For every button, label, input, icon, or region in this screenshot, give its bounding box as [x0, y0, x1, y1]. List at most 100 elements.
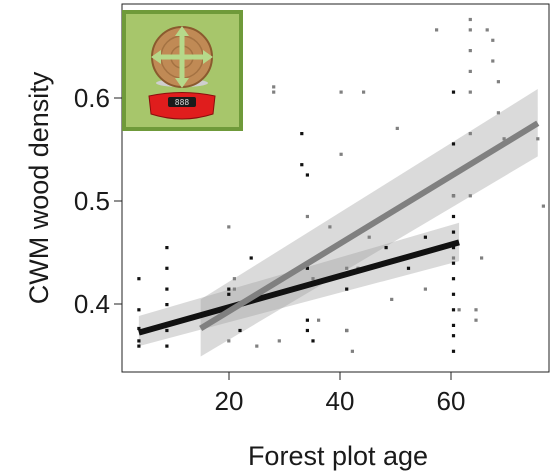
plot-border	[121, 3, 550, 373]
data-point	[474, 308, 478, 312]
data-point	[502, 137, 506, 141]
data-point	[350, 349, 354, 353]
y-axis-title: CWM wood density	[24, 71, 54, 304]
data-point	[480, 256, 484, 260]
data-point	[496, 111, 500, 115]
data-point	[232, 277, 236, 281]
data-points	[137, 17, 545, 353]
data-point	[227, 287, 231, 291]
data-point	[468, 194, 472, 198]
data-point	[345, 287, 349, 291]
data-point	[137, 277, 141, 281]
data-point	[468, 69, 472, 73]
y-tick-label: 0.4	[74, 289, 110, 319]
data-point	[165, 246, 169, 250]
data-point	[165, 266, 169, 270]
data-point	[317, 318, 321, 322]
data-point	[345, 266, 349, 270]
x-tick-label: 60	[437, 386, 466, 416]
data-point	[165, 303, 169, 307]
data-point	[345, 328, 349, 333]
data-point	[311, 339, 315, 343]
data-point	[395, 126, 399, 130]
data-point	[468, 132, 472, 136]
svg-text:888: 888	[175, 98, 190, 107]
data-point	[451, 90, 456, 94]
data-point	[451, 256, 456, 260]
y-axis: 0.4 0.5 0.6 CWM wood density	[24, 71, 122, 319]
data-point	[451, 194, 456, 198]
data-point	[451, 292, 456, 296]
scale-weighing-wood-icon: 888	[122, 10, 243, 131]
data-point	[362, 90, 366, 94]
x-axis: 20 40 60 Forest plot age	[215, 372, 466, 471]
data-point	[468, 28, 472, 32]
data-point	[423, 235, 427, 239]
data-point	[451, 261, 456, 265]
data-point	[328, 225, 332, 229]
data-point	[137, 344, 141, 348]
data-point	[300, 163, 304, 167]
data-point	[255, 344, 259, 348]
data-point	[435, 28, 439, 32]
data-point	[457, 308, 461, 312]
data-point	[311, 277, 315, 281]
y-tick-label: 0.6	[74, 83, 110, 113]
data-point	[390, 297, 394, 301]
data-point	[232, 287, 236, 291]
x-tick-label: 20	[215, 386, 244, 416]
data-point	[451, 334, 456, 338]
data-point	[451, 142, 456, 146]
data-point	[491, 38, 495, 42]
data-point	[451, 323, 456, 327]
data-point	[305, 266, 309, 270]
data-point	[496, 80, 500, 84]
data-point	[468, 90, 472, 94]
data-point	[165, 287, 169, 291]
data-point	[137, 326, 141, 331]
data-point	[165, 328, 169, 333]
x-tick-label: 40	[326, 386, 355, 416]
data-point	[137, 308, 141, 312]
data-point	[339, 90, 343, 94]
data-point	[277, 339, 281, 343]
data-point	[300, 132, 304, 136]
data-point	[384, 246, 388, 250]
data-point	[451, 308, 456, 312]
data-point	[137, 339, 141, 343]
data-point	[451, 349, 456, 353]
data-point	[451, 214, 456, 219]
data-point	[406, 266, 411, 270]
x-axis-title: Forest plot age	[248, 441, 428, 471]
data-point	[451, 246, 456, 250]
data-point	[165, 344, 169, 348]
data-point	[491, 59, 495, 63]
data-point	[305, 173, 309, 177]
data-point	[227, 292, 231, 296]
data-point	[305, 318, 309, 322]
data-point	[536, 137, 540, 141]
data-point	[227, 339, 231, 343]
data-point	[367, 235, 371, 239]
data-point	[272, 90, 276, 94]
data-point	[249, 256, 253, 260]
data-point	[468, 17, 472, 22]
fit-lines	[138, 120, 540, 336]
data-point	[468, 49, 472, 53]
data-point	[339, 152, 343, 156]
data-point	[423, 287, 427, 291]
data-point	[272, 85, 276, 89]
data-point	[451, 230, 456, 234]
data-point	[451, 277, 456, 281]
y-tick-label: 0.5	[74, 186, 110, 216]
fit-line-series-2	[199, 120, 540, 332]
data-point	[485, 28, 489, 32]
data-point	[541, 204, 545, 208]
fit-line-series-1	[138, 239, 460, 336]
data-point	[305, 214, 309, 219]
data-point	[227, 225, 231, 229]
data-point	[238, 328, 242, 333]
data-point	[474, 318, 478, 322]
data-point	[305, 328, 309, 333]
